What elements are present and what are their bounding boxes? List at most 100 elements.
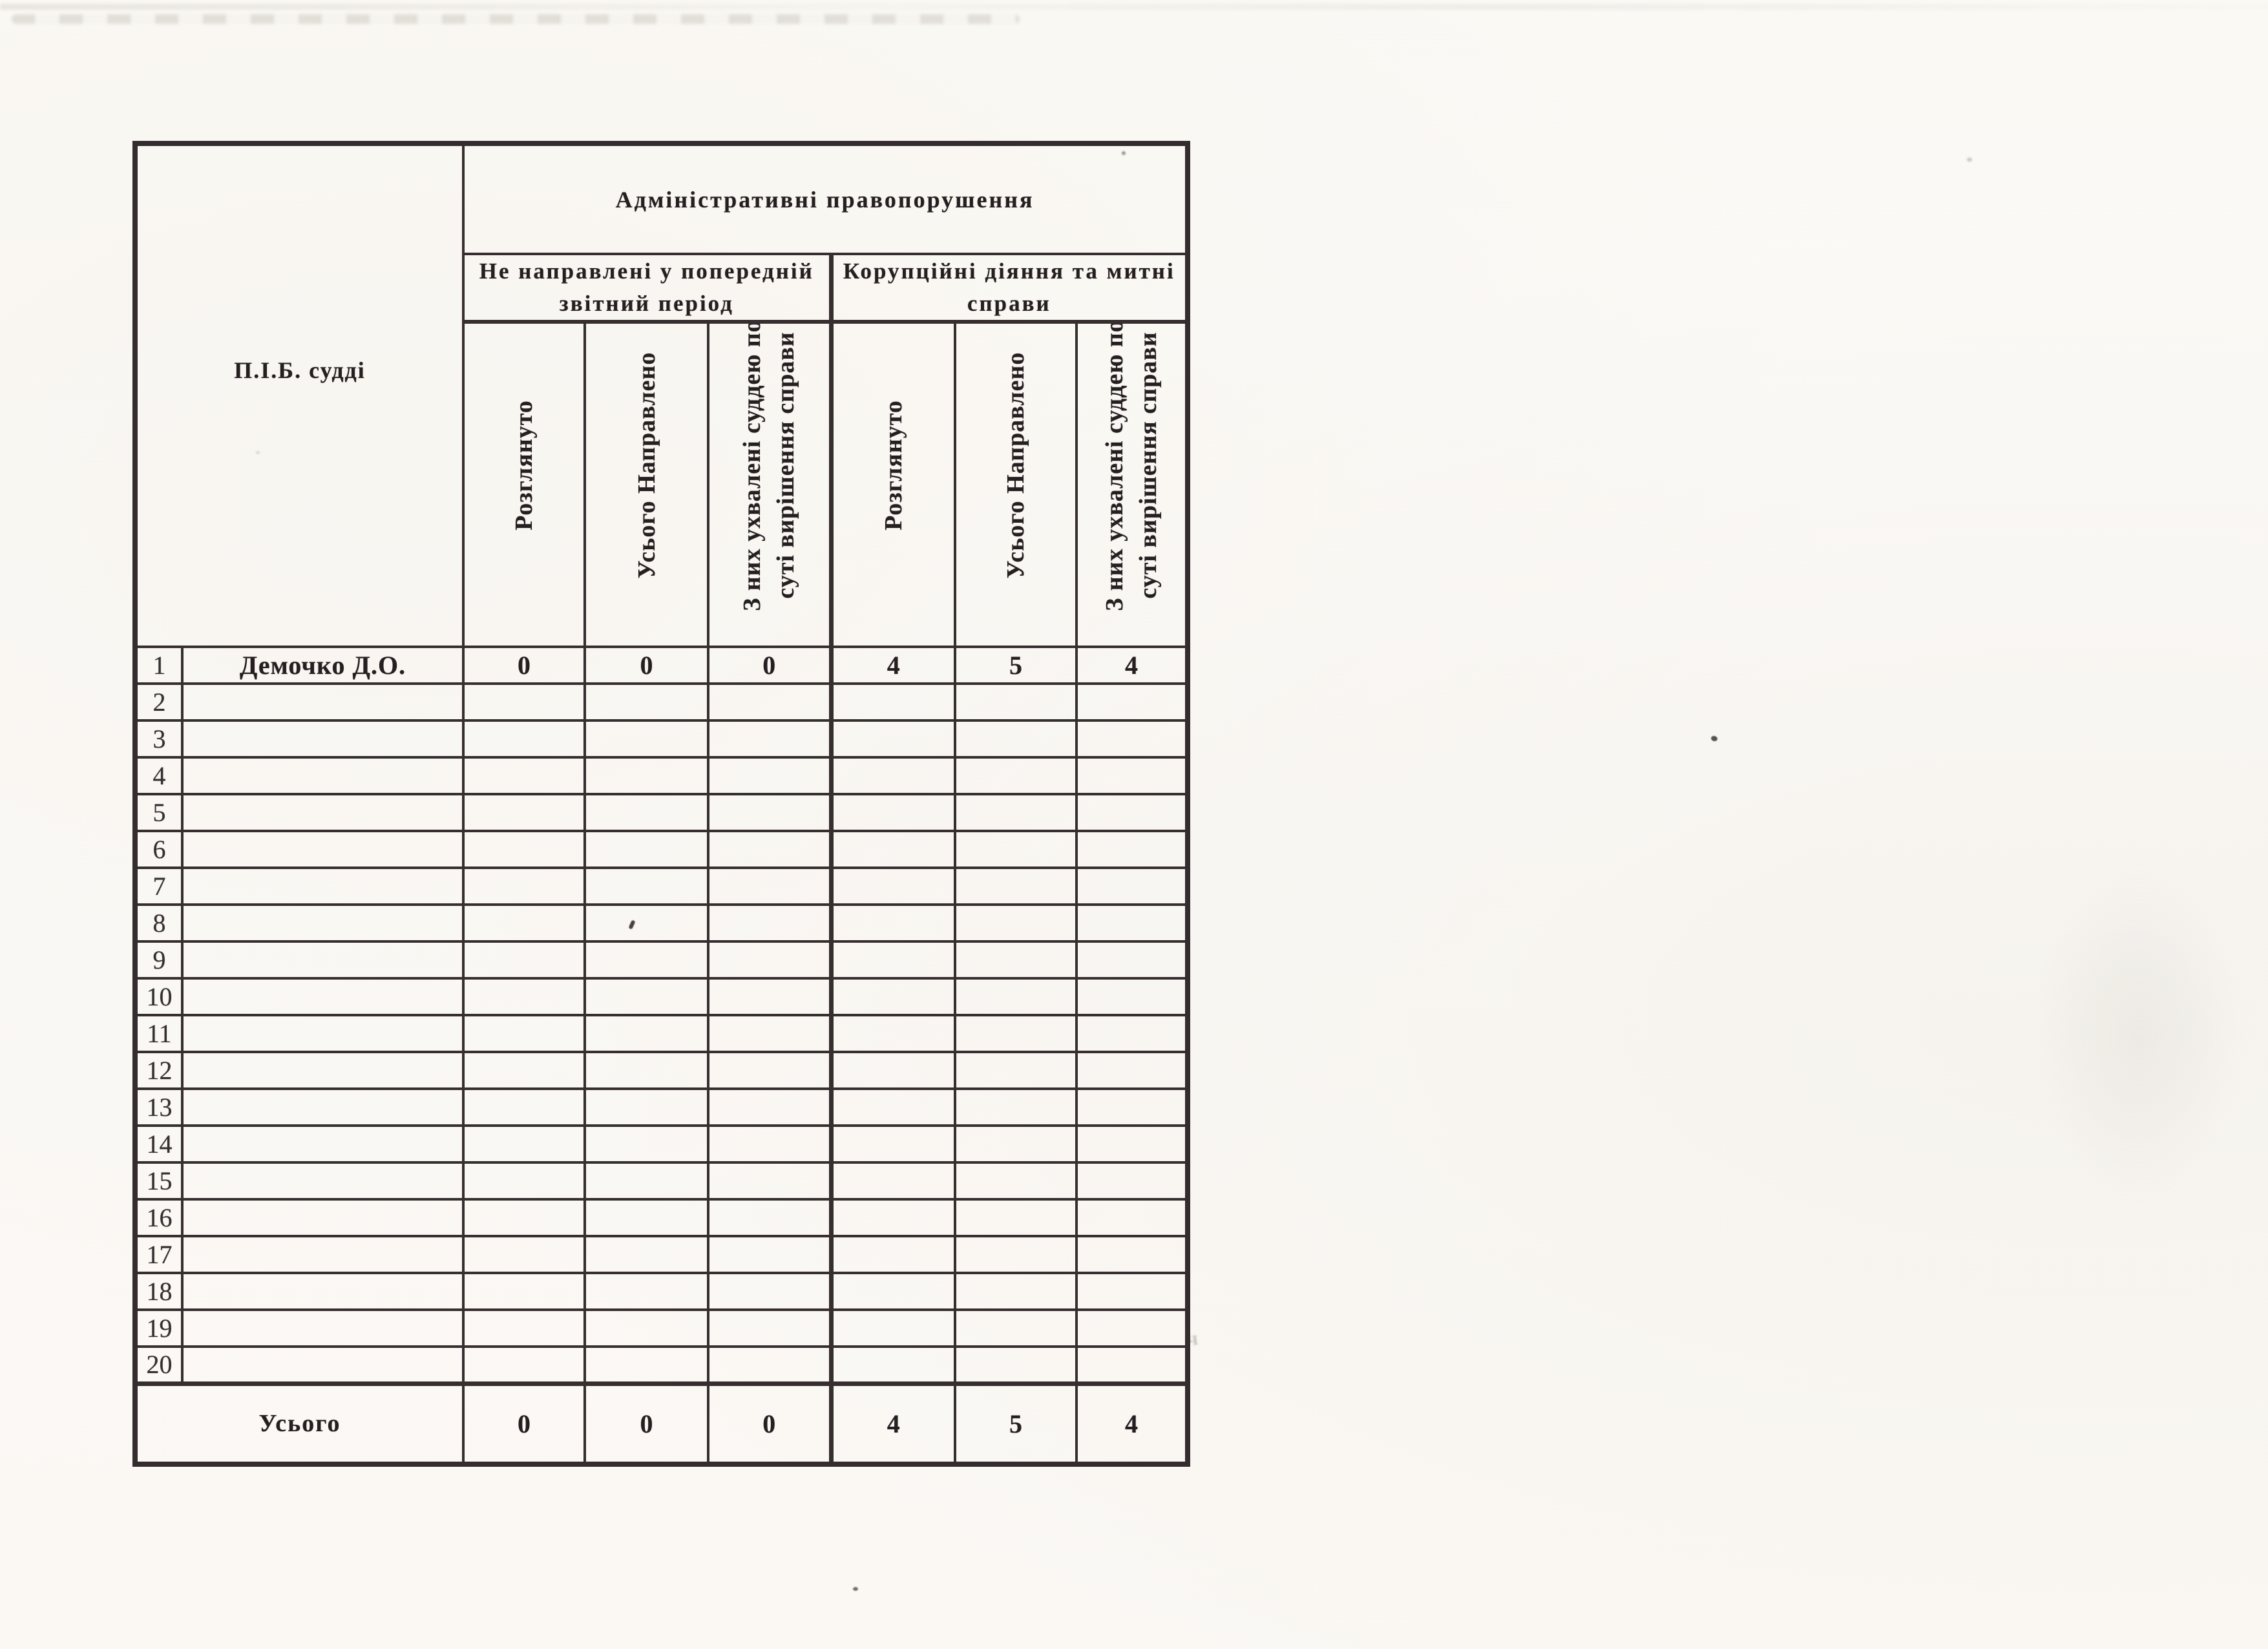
value-cell bbox=[583, 830, 710, 869]
value-cell: 0 bbox=[707, 646, 833, 685]
value-cell bbox=[583, 1235, 710, 1274]
value-cell bbox=[1075, 1087, 1190, 1127]
value-cell bbox=[828, 793, 957, 832]
row-number-cell: 12 bbox=[134, 1051, 184, 1090]
value-cell bbox=[1075, 1051, 1190, 1090]
scan-speck bbox=[1967, 158, 1972, 162]
judge-name-cell bbox=[180, 719, 465, 759]
judge-name-cell bbox=[180, 1235, 465, 1274]
value-cell: 4 bbox=[828, 646, 957, 685]
value-cell bbox=[583, 940, 710, 980]
value-cell: 4 bbox=[1075, 646, 1190, 685]
value-cell bbox=[462, 1198, 587, 1237]
value-cell bbox=[462, 830, 587, 869]
table-row: 4 bbox=[134, 756, 1190, 795]
table-row: 9 bbox=[134, 940, 1190, 980]
value-cell bbox=[954, 977, 1078, 1016]
value-cell bbox=[462, 1308, 587, 1348]
header-row-top: П.І.Б. судді Адміністративні правопоруше… bbox=[133, 142, 1190, 648]
table-row: 6 bbox=[134, 830, 1190, 869]
value-cell bbox=[707, 1124, 833, 1164]
row-number-cell: 2 bbox=[134, 682, 184, 722]
value-cell bbox=[707, 940, 833, 980]
value-cell bbox=[583, 1308, 710, 1348]
row-number-cell: 18 bbox=[134, 1272, 184, 1311]
value-cell bbox=[707, 1308, 833, 1348]
value-cell bbox=[1075, 830, 1190, 869]
value-cell bbox=[1075, 903, 1190, 943]
vertical-label: Розглянуто bbox=[510, 400, 538, 530]
value-cell bbox=[1075, 756, 1190, 795]
value-cell bbox=[707, 1161, 833, 1201]
value-cell bbox=[828, 682, 957, 722]
header-row-groups: Не направлені у попередній звітний періо… bbox=[135, 253, 1190, 324]
value-cell bbox=[954, 1124, 1078, 1164]
value-cell bbox=[954, 940, 1078, 980]
table-row: 1 Демочко Д.О. 0 0 0 4 5 4 bbox=[134, 646, 1190, 685]
value-cell bbox=[954, 1345, 1078, 1385]
value-cell bbox=[954, 793, 1078, 832]
value-cell bbox=[954, 1235, 1078, 1274]
value-cell bbox=[828, 1051, 957, 1090]
subcolumn-header-total-sent-2: Усього Направлено bbox=[954, 320, 1078, 648]
row-number-cell: 14 bbox=[134, 1124, 184, 1164]
value-cell bbox=[1075, 1124, 1190, 1164]
row-number-cell: 11 bbox=[134, 1014, 184, 1053]
subcolumn-header-decided-1: З них ухвалені суддею по суті вирішення … bbox=[707, 320, 833, 648]
value-cell bbox=[828, 719, 957, 759]
row-number-cell: 16 bbox=[134, 1198, 184, 1237]
value-cell bbox=[828, 1087, 957, 1127]
total-row: Усього 0 0 0 4 5 4 bbox=[133, 1381, 1190, 1465]
value-cell bbox=[707, 1345, 833, 1385]
value-cell bbox=[707, 830, 833, 869]
value-cell bbox=[583, 1272, 710, 1311]
header-section: П.І.Б. судді Адміністративні правопоруше… bbox=[133, 142, 1190, 648]
value-cell bbox=[828, 1235, 957, 1274]
value-cell bbox=[583, 1087, 710, 1127]
value-cell bbox=[462, 793, 587, 832]
value-cell bbox=[1075, 793, 1190, 832]
value-cell bbox=[583, 867, 710, 906]
vertical-label: Усього Направлено bbox=[1002, 352, 1030, 579]
value-cell bbox=[828, 1161, 957, 1201]
value-cell bbox=[707, 1014, 833, 1053]
scan-edge-streak bbox=[0, 4, 2268, 10]
row-number-cell: 13 bbox=[134, 1087, 184, 1127]
value-cell bbox=[707, 1087, 833, 1127]
table-row: 13 bbox=[134, 1087, 1190, 1127]
value-cell bbox=[707, 977, 833, 1016]
value-cell bbox=[462, 940, 587, 980]
value-cell bbox=[828, 1198, 957, 1237]
scan-speck bbox=[1710, 735, 1718, 742]
value-cell bbox=[1075, 1308, 1190, 1348]
row-number-cell: 3 bbox=[134, 719, 184, 759]
table-row: 11 bbox=[134, 1014, 1190, 1053]
judge-name-cell bbox=[180, 1014, 465, 1053]
total-value-cell: 0 bbox=[583, 1381, 710, 1465]
value-cell bbox=[1075, 682, 1190, 722]
judge-name-cell bbox=[180, 1272, 465, 1311]
judge-name-cell bbox=[180, 793, 465, 832]
value-cell bbox=[954, 1198, 1078, 1237]
table-row: 10 bbox=[134, 977, 1190, 1016]
judge-name-cell bbox=[180, 940, 465, 980]
value-cell bbox=[954, 719, 1078, 759]
value-cell bbox=[828, 1308, 957, 1348]
judge-name-cell bbox=[180, 867, 465, 906]
value-cell bbox=[707, 903, 833, 943]
value-cell bbox=[462, 1087, 587, 1127]
value-cell bbox=[707, 1051, 833, 1090]
value-cell bbox=[462, 1161, 587, 1201]
row-number-cell: 10 bbox=[134, 977, 184, 1016]
table-row: 20 bbox=[134, 1345, 1190, 1385]
value-cell bbox=[828, 867, 957, 906]
judge-name-cell bbox=[180, 1124, 465, 1164]
total-section: Усього 0 0 0 4 5 4 bbox=[133, 1381, 1190, 1465]
statistics-table: П.І.Б. судді Адміністративні правопоруше… bbox=[132, 141, 1191, 1467]
value-cell bbox=[954, 1087, 1078, 1127]
total-value-cell: 4 bbox=[828, 1381, 957, 1465]
value-cell bbox=[1075, 977, 1190, 1016]
row-number-cell: 15 bbox=[134, 1161, 184, 1201]
value-cell bbox=[954, 1272, 1078, 1311]
